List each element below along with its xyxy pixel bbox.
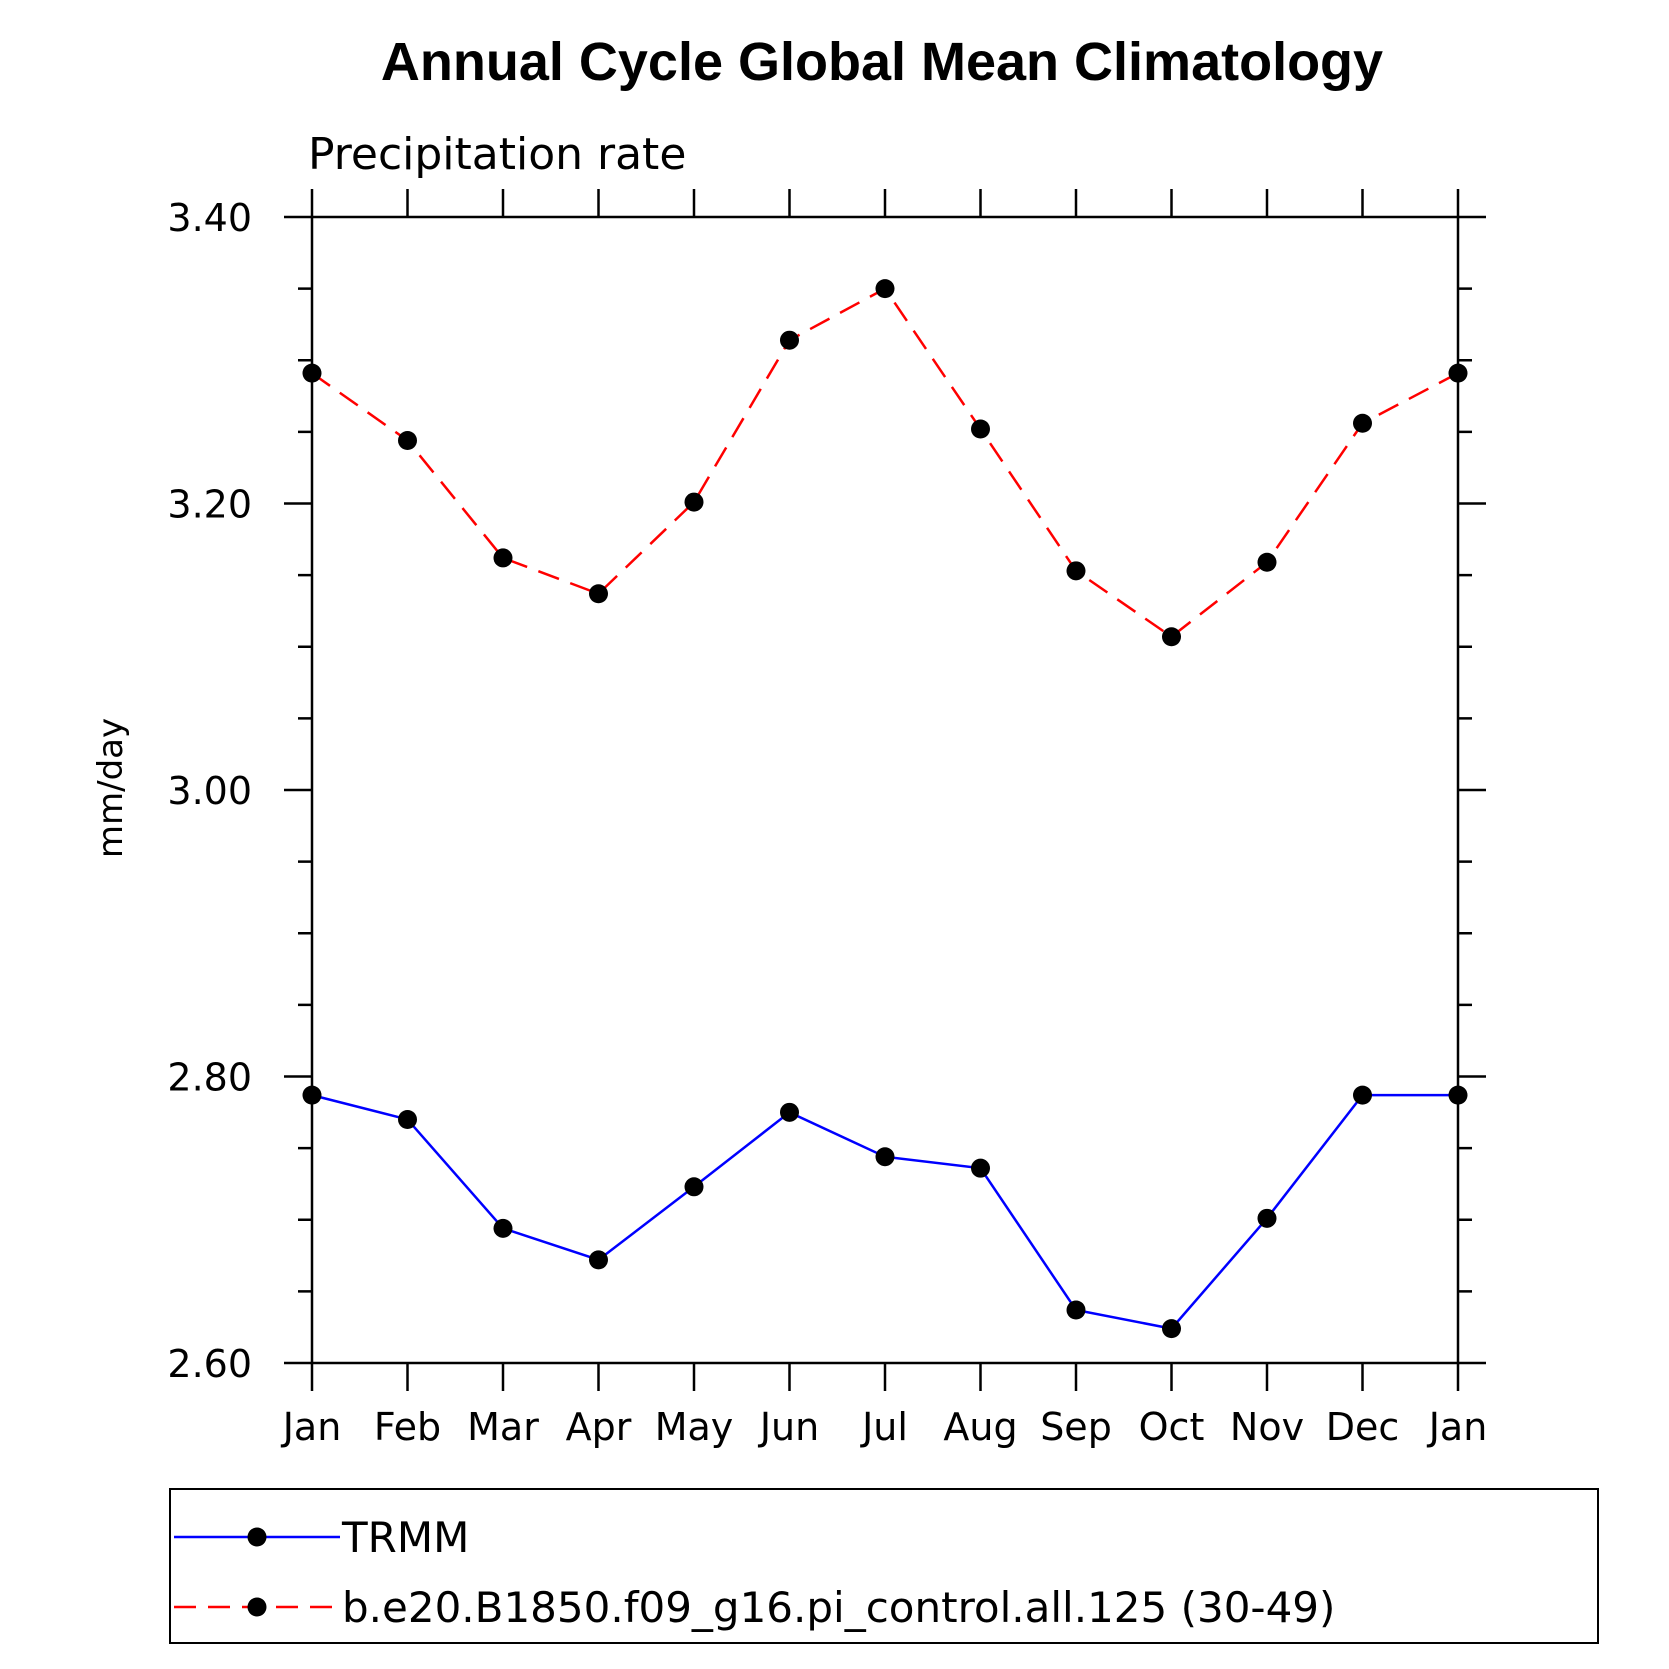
legend-marker-1	[247, 1597, 267, 1617]
plot-frame	[310, 215, 1460, 1365]
x-tick-label: Jul	[860, 1405, 908, 1449]
y-tick-label: 3.20	[167, 483, 252, 527]
axes: 2.60 2.80 3.00 3.20 3.40 Jan Feb Mar Apr May Jun Ju…	[167, 189, 1487, 1449]
series-point-1	[589, 584, 608, 604]
series-point-1	[398, 430, 417, 450]
legend-label-1: b.e20.B1850.f09_g16.pi_control.all.125 (…	[342, 1583, 1335, 1632]
series-point-1	[302, 363, 322, 383]
x-tick-label: Jan	[1427, 1405, 1488, 1449]
y-tick-label: 3.40	[167, 196, 252, 240]
x-tick-label: Dec	[1326, 1405, 1400, 1449]
series-line-1	[311, 286, 1459, 639]
series-point-0	[971, 1158, 990, 1178]
series-point-0	[1353, 1085, 1372, 1105]
series-line-0	[311, 1093, 1458, 1330]
x-tick-label: Oct	[1139, 1405, 1205, 1449]
y-tick-label: 2.80	[167, 1056, 252, 1100]
y-tick-label: 2.60	[167, 1342, 252, 1386]
x-tick-label: Jan	[281, 1405, 342, 1449]
series-point-1	[1162, 627, 1181, 647]
legend: TRMM b.e20.B1850.f09_g16.pi_control.all.1…	[169, 1488, 1599, 1644]
series-point-1	[1257, 552, 1277, 572]
x-tick-label: Nov	[1230, 1405, 1304, 1449]
series-point-1	[1353, 413, 1372, 433]
legend-entries: TRMM b.e20.B1850.f09_g16.pi_control.all.1…	[174, 1513, 1335, 1632]
series-point-0	[398, 1109, 417, 1129]
y-axis-label: mm/day	[91, 718, 131, 858]
series-point-1	[1448, 363, 1468, 383]
series-point-0	[589, 1250, 608, 1270]
series-point-1	[875, 279, 895, 299]
x-tick-label: Feb	[374, 1405, 441, 1449]
x-tick-label: Jun	[758, 1405, 819, 1449]
legend-label-0: TRMM	[341, 1513, 469, 1562]
series-point-1	[971, 419, 990, 439]
series-point-1	[1066, 561, 1086, 581]
y-tick-label: 3.00	[167, 769, 252, 813]
x-tick-label: Sep	[1040, 1405, 1112, 1449]
x-tick-label: Aug	[943, 1405, 1017, 1449]
series-point-0	[875, 1147, 895, 1167]
series-point-1	[493, 548, 513, 568]
x-tick-label: Mar	[467, 1405, 539, 1449]
series-point-0	[684, 1177, 704, 1197]
series-point-0	[1257, 1208, 1277, 1228]
series-point-0	[780, 1102, 799, 1122]
series-point-0	[493, 1218, 513, 1238]
series-point-0	[1162, 1319, 1181, 1339]
legend-marker-0	[247, 1527, 267, 1547]
series-layer	[302, 279, 1468, 1339]
chart-subtitle: Precipitation rate	[308, 129, 686, 180]
legend-box	[169, 1488, 1599, 1644]
series-point-0	[1448, 1085, 1468, 1105]
series-point-0	[1066, 1300, 1086, 1320]
x-tick-label: Apr	[566, 1405, 632, 1449]
series-point-1	[780, 330, 799, 350]
chart-title: Annual Cycle Global Mean Climatology	[381, 32, 1383, 92]
series-point-0	[302, 1085, 322, 1105]
series-point-1	[684, 492, 704, 512]
x-tick-label: May	[655, 1405, 734, 1449]
